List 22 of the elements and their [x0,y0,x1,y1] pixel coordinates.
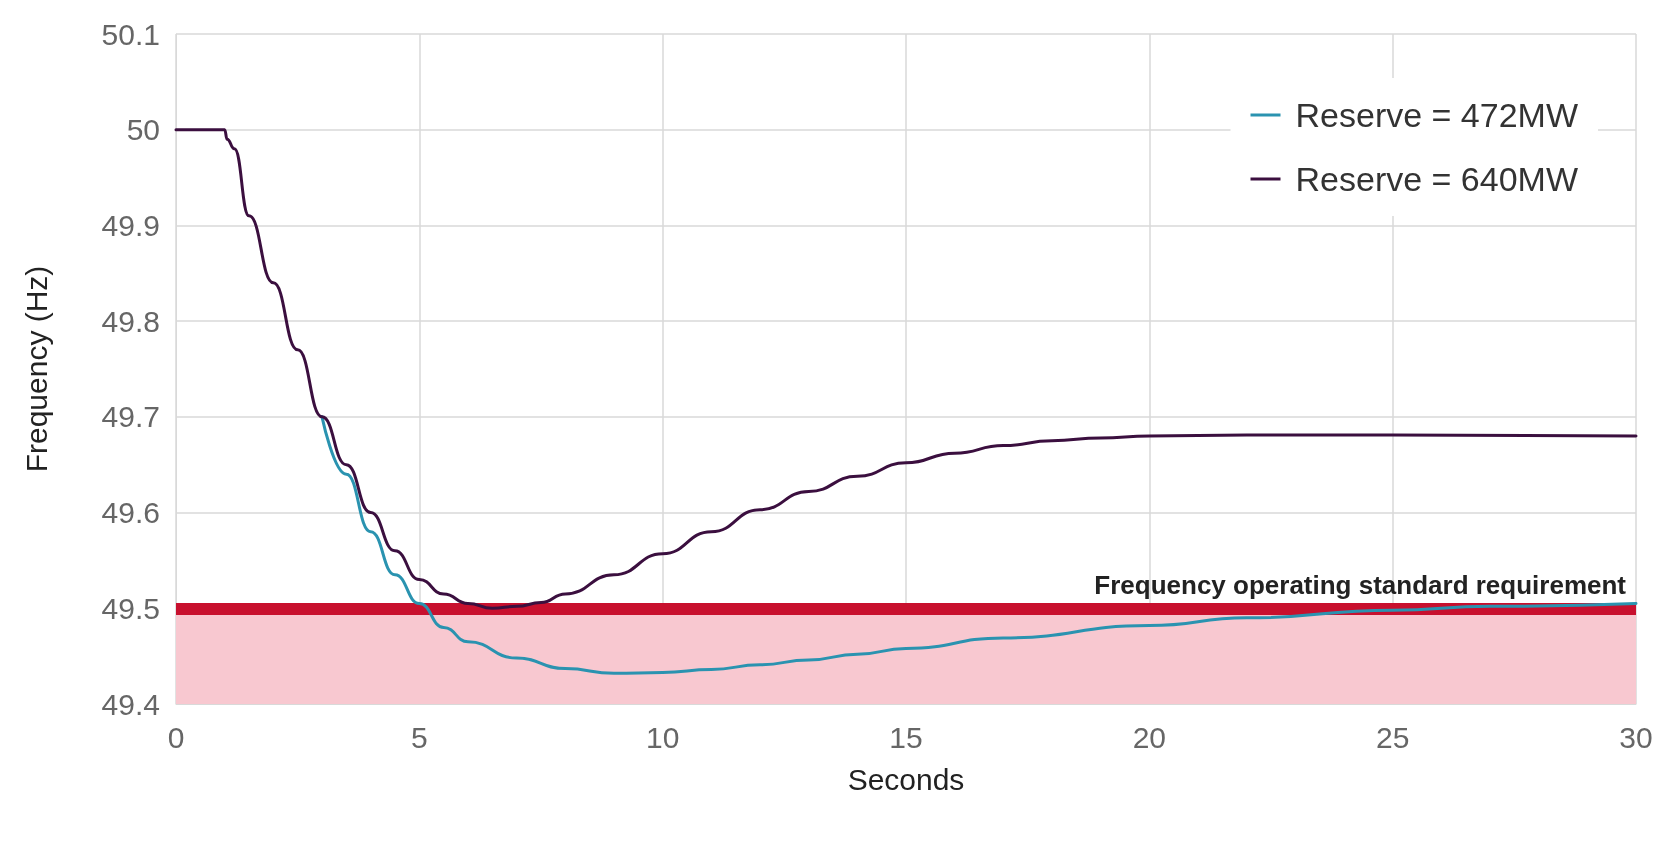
x-tick-label: 30 [1619,720,1653,754]
x-tick-label: 20 [1132,720,1167,754]
x-tick-label: 25 [1375,720,1410,754]
line-series [320,415,1638,675]
y-tick-label: 50 [126,113,160,147]
x-tick-label: 10 [645,720,680,754]
y-tick-label: 49.6 [101,496,160,530]
y-tick-label: 49.4 [101,687,160,721]
x-tick-label: 5 [410,720,428,754]
y-tick-label: 49.5 [101,591,160,625]
line-series [174,128,1638,610]
x-tick-label: 15 [889,720,923,754]
legend-label: Reserve = 472MW [1295,96,1579,134]
y-axis-title: Frequency (Hz) [19,265,53,473]
x-axis-title: Seconds [847,762,965,796]
ref-line-label: Frequency operating standard requirement [1094,570,1627,601]
y-tick-label: 50.1 [101,17,160,51]
x-tick-label: 0 [167,720,185,754]
y-tick-label: 49.7 [101,400,160,434]
legend-label: Reserve = 640MW [1295,160,1579,198]
y-tick-label: 49.8 [101,304,160,338]
y-tick-label: 49.9 [101,208,160,242]
